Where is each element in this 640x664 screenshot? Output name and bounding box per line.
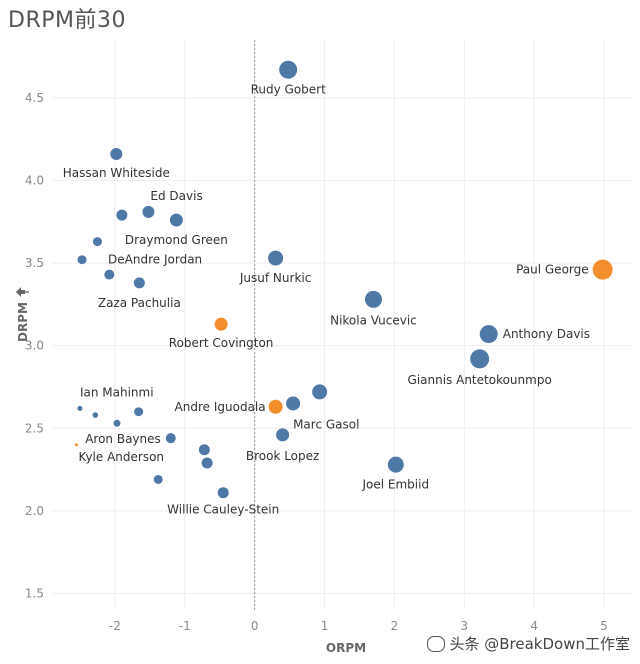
- data-point[interactable]: [92, 237, 102, 247]
- data-point[interactable]: [364, 290, 382, 308]
- data-point[interactable]: [77, 405, 83, 411]
- point-label: Hassan Whiteside: [63, 166, 170, 180]
- data-point[interactable]: [92, 412, 99, 418]
- point-label: Joel Embiid: [362, 478, 430, 492]
- data-point[interactable]: [312, 384, 328, 400]
- point-label: Andre Iguodala: [175, 400, 266, 414]
- point-label: Robert Covington: [169, 336, 274, 350]
- x-tick-label: 3: [460, 619, 468, 633]
- x-axis-ticks: -2 -1 0 1 2 3 4 5: [109, 619, 608, 633]
- x-tick-label: 5: [600, 619, 608, 633]
- data-point[interactable]: [214, 317, 228, 331]
- point-label: Kyle Anderson: [78, 450, 164, 464]
- data-point[interactable]: [77, 255, 87, 265]
- point-label: Brook Lopez: [246, 449, 319, 463]
- y-tick-label: 4.5: [25, 91, 44, 105]
- x-tick-label: -2: [109, 619, 121, 633]
- x-tick-label: 4: [530, 619, 538, 633]
- point-label: Zaza Pachulia: [98, 296, 181, 310]
- data-point[interactable]: [268, 399, 283, 414]
- point-label: Aron Baynes: [85, 432, 161, 446]
- data-point[interactable]: [142, 205, 155, 218]
- data-points: [74, 60, 613, 499]
- data-point[interactable]: [217, 487, 229, 499]
- point-label: Paul George: [516, 263, 589, 277]
- data-point[interactable]: [198, 444, 210, 456]
- x-tick-label: 0: [251, 619, 259, 633]
- y-axis-label: DRPM: [16, 302, 30, 342]
- point-label: DeAndre Jordan: [108, 253, 202, 267]
- data-point[interactable]: [134, 407, 144, 417]
- data-point[interactable]: [74, 443, 78, 447]
- data-point[interactable]: [276, 428, 290, 442]
- data-point[interactable]: [169, 213, 183, 227]
- data-point[interactable]: [113, 419, 121, 427]
- point-label: Draymond Green: [125, 233, 228, 247]
- point-label: Nikola Vucevic: [330, 313, 417, 327]
- data-point[interactable]: [592, 259, 613, 280]
- y-axis-ticks: 1.5 2.0 2.5 3.0 3.5 4.0 4.5: [25, 91, 44, 601]
- point-label: Giannis Antetokounmpo: [408, 373, 552, 387]
- point-label: Anthony Davis: [503, 327, 590, 341]
- point-label: Jusuf Nurkic: [239, 271, 311, 285]
- data-point[interactable]: [286, 396, 301, 411]
- data-point[interactable]: [387, 456, 404, 473]
- data-point[interactable]: [268, 250, 284, 266]
- watermark-text: 头条 @BreakDown工作室: [449, 635, 630, 653]
- point-label: Rudy Gobert: [251, 83, 327, 97]
- data-point[interactable]: [104, 269, 115, 280]
- data-point[interactable]: [470, 349, 490, 369]
- y-tick-label: 3.0: [25, 339, 44, 353]
- x-axis-label: ORPM: [326, 641, 366, 655]
- y-tick-label: 2.0: [25, 504, 44, 518]
- data-point[interactable]: [110, 148, 123, 160]
- point-label: Ed Davis: [150, 189, 202, 203]
- chart-title: DRPM前30: [8, 8, 126, 33]
- x-tick-label: -1: [179, 619, 191, 633]
- y-tick-label: 2.5: [25, 421, 44, 435]
- data-point[interactable]: [165, 433, 176, 444]
- x-tick-label: 1: [321, 619, 329, 633]
- data-point[interactable]: [116, 209, 128, 221]
- y-tick-label: 3.5: [25, 256, 44, 270]
- data-point[interactable]: [153, 474, 163, 484]
- watermark: 头条 @BreakDown工作室: [427, 633, 630, 654]
- point-label: Ian Mahinmi: [80, 385, 154, 399]
- data-point[interactable]: [279, 60, 298, 79]
- y-tick-label: 4.0: [25, 173, 44, 187]
- point-label: Marc Gasol: [293, 417, 359, 431]
- y-tick-label: 1.5: [25, 586, 44, 600]
- point-label: Willie Cauley-Stein: [167, 503, 279, 517]
- x-tick-label: 2: [391, 619, 399, 633]
- data-point[interactable]: [479, 325, 498, 344]
- point-labels: Rudy Gobert Hassan Whiteside Ed Davis Draym…: [63, 83, 590, 517]
- data-point[interactable]: [133, 277, 145, 289]
- data-point[interactable]: [201, 457, 213, 469]
- chat-bubble-icon: [427, 635, 446, 652]
- pin-icon[interactable]: [16, 287, 29, 297]
